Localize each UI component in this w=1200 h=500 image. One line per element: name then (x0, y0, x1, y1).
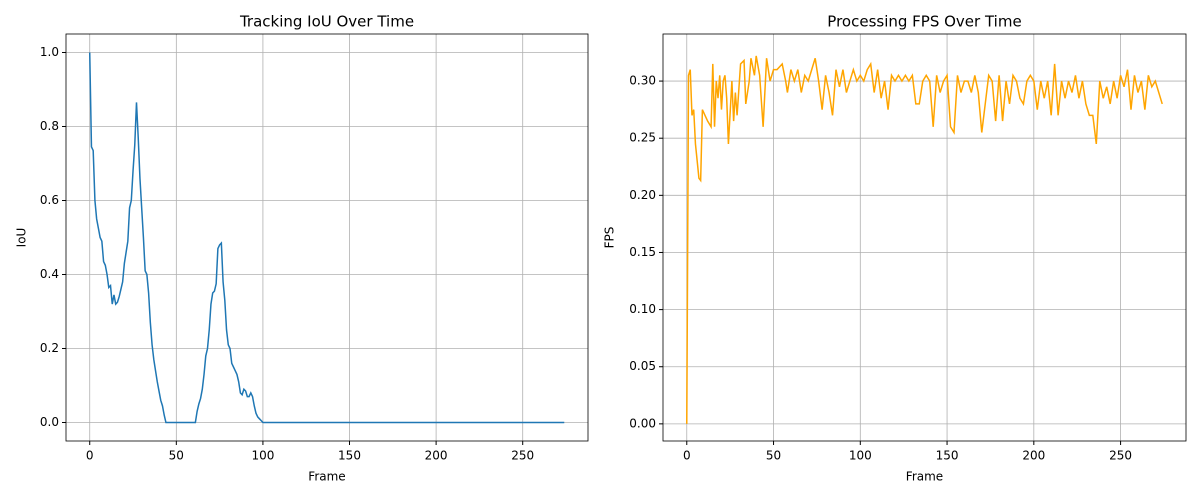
y-tick-label: 0.2 (40, 341, 59, 355)
x-tick-label: 150 (338, 449, 361, 463)
x-axis-label: Frame (906, 470, 943, 484)
x-tick-label: 100 (849, 449, 872, 463)
x-tick-label: 150 (936, 449, 959, 463)
plot-frame (662, 33, 1187, 442)
x-tick-label: 50 (169, 449, 184, 463)
y-tick-label: 0.05 (629, 359, 656, 373)
data-line (88, 52, 565, 424)
y-tick-label: 0.10 (629, 302, 656, 316)
x-tick-label: 200 (425, 449, 448, 463)
y-tick-label: 1.0 (40, 45, 59, 59)
plot-frame (65, 33, 589, 442)
y-tick-label: 0.6 (40, 193, 59, 207)
y-tick-label: 0.0 (40, 415, 59, 429)
chart-title: Processing FPS Over Time (827, 13, 1021, 31)
y-tick-label: 0.20 (629, 188, 656, 202)
y-tick-label: 0.00 (629, 416, 656, 430)
x-tick-label: 50 (766, 449, 781, 463)
y-tick-label: 0.15 (629, 245, 656, 259)
y-tick-label: 0.8 (40, 119, 59, 133)
chart-title: Tracking IoU Over Time (239, 13, 414, 31)
y-axis-label: IoU (15, 228, 29, 248)
x-tick-label: 0 (683, 449, 691, 463)
x-tick-label: 250 (511, 449, 534, 463)
x-axis-label: Frame (308, 470, 345, 484)
y-tick-label: 0.30 (629, 74, 656, 88)
x-tick-label: 200 (1022, 449, 1045, 463)
x-tick-label: 250 (1109, 449, 1132, 463)
y-tick-label: 0.25 (629, 131, 656, 145)
y-axis-label: FPS (603, 227, 617, 249)
y-tick-label: 0.4 (40, 267, 59, 281)
x-tick-label: 100 (251, 449, 274, 463)
x-tick-label: 0 (86, 449, 94, 463)
data-line (686, 55, 1163, 424)
